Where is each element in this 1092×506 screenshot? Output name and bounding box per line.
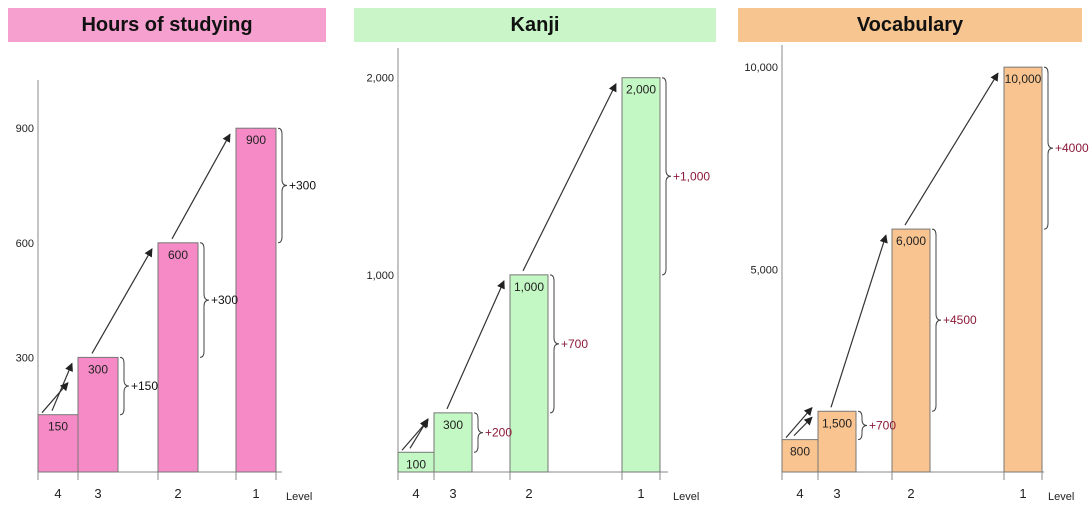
growth-arrow — [904, 72, 999, 226]
y-tick-label: 300 — [16, 352, 34, 364]
increment-brace — [931, 228, 942, 412]
increment-label: +4500 — [943, 313, 977, 327]
x-tick-label: 1 — [637, 486, 644, 501]
increment-label: +700 — [561, 337, 588, 351]
bar-value-label: 10,000 — [1005, 72, 1042, 86]
increment-brace — [199, 242, 210, 358]
bar-value-label: 2,000 — [626, 83, 656, 97]
increment-label: +4000 — [1055, 141, 1089, 155]
bar — [77, 356, 119, 473]
growth-arrow — [51, 362, 73, 411]
x-axis-label: Level — [286, 491, 312, 503]
bar-value-label: 100 — [406, 457, 426, 471]
bar — [621, 77, 661, 473]
bar — [1003, 66, 1043, 473]
growth-arrow — [785, 406, 813, 439]
x-axis-label: Level — [673, 491, 699, 503]
increment-label: +700 — [869, 418, 896, 432]
increment-brace — [1043, 66, 1054, 230]
growth-arrow — [793, 416, 813, 437]
y-tick-label: 10,000 — [744, 62, 778, 74]
x-tick-label: 4 — [412, 486, 419, 501]
increment-label: +1,000 — [673, 169, 710, 183]
x-tick-label: 4 — [54, 486, 61, 501]
increment-brace — [549, 274, 560, 414]
bar-value-label: 300 — [88, 362, 108, 376]
x-axis-label: Level — [1048, 491, 1074, 503]
increment-brace — [277, 127, 288, 244]
y-tick-label: 900 — [16, 123, 34, 135]
bar-value-label: 300 — [443, 418, 463, 432]
bar-value-label: 800 — [790, 445, 810, 459]
y-tick-label: 2,000 — [366, 73, 394, 85]
growth-arrow — [171, 133, 231, 240]
bar — [157, 242, 199, 473]
growth-arrow — [446, 280, 505, 410]
bar — [433, 412, 473, 473]
growth-arrow — [91, 248, 153, 354]
increment-brace — [119, 356, 130, 416]
growth-arrow — [41, 382, 69, 414]
chart-title-vocabulary: Vocabulary — [738, 8, 1082, 42]
x-tick-label: 3 — [94, 486, 101, 501]
x-tick-label: 1 — [1019, 486, 1026, 501]
bar — [891, 228, 931, 473]
bar-value-label: 1,000 — [514, 280, 544, 294]
x-tick-label: 1 — [252, 486, 259, 501]
y-tick-label: 600 — [16, 238, 34, 250]
bar — [817, 410, 857, 473]
growth-arrow — [830, 234, 888, 408]
chart-title-kanji: Kanji — [354, 8, 716, 42]
y-tick-label: 1,000 — [366, 270, 394, 282]
bar-value-label: 150 — [48, 420, 68, 434]
increment-brace — [661, 77, 672, 276]
x-tick-label: 3 — [833, 486, 840, 501]
bar — [509, 274, 549, 473]
x-tick-label: 4 — [796, 486, 803, 501]
y-tick-label: 5,000 — [750, 265, 778, 277]
increment-label: +150 — [131, 379, 158, 393]
increment-label: +300 — [211, 293, 238, 307]
chart-title-hours: Hours of studying — [8, 8, 326, 42]
bar-value-label: 1,500 — [822, 416, 852, 430]
bar — [37, 414, 79, 473]
bar-value-label: 6,000 — [896, 234, 926, 248]
increment-label: +200 — [485, 426, 512, 440]
bar — [235, 127, 277, 473]
growth-arrow — [401, 419, 429, 451]
growth-arrow — [522, 82, 617, 272]
x-tick-label: 2 — [525, 486, 532, 501]
x-tick-label: 3 — [449, 486, 456, 501]
bar-value-label: 600 — [168, 248, 188, 262]
increment-label: +300 — [289, 179, 316, 193]
x-tick-label: 2 — [174, 486, 181, 501]
increment-brace — [473, 412, 484, 453]
bar-value-label: 900 — [246, 133, 266, 147]
x-tick-label: 2 — [907, 486, 914, 501]
increment-brace — [857, 410, 868, 441]
